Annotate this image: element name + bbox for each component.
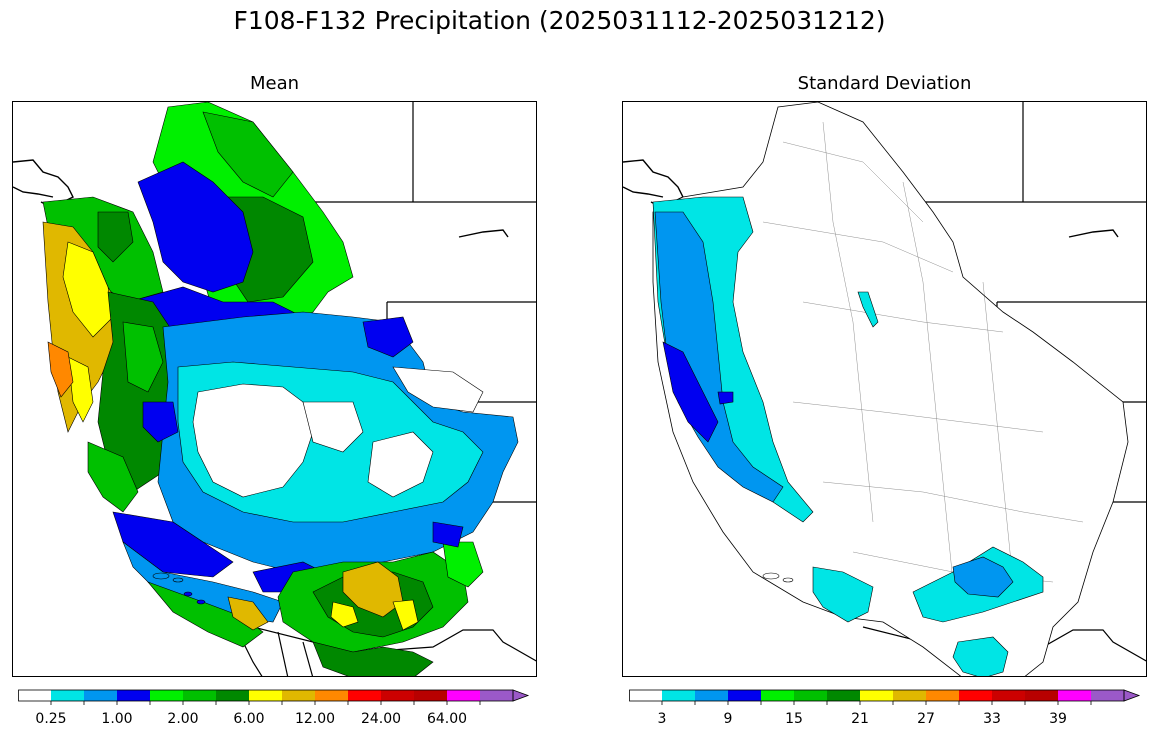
mean-colorbar-swatch xyxy=(414,690,448,701)
stddev-colorbar-extend-arrow xyxy=(1123,689,1141,702)
stddev-colorbar-swatch xyxy=(959,690,993,701)
mean-colorbar-swatch xyxy=(447,690,481,701)
mean-colorbar-swatch xyxy=(216,690,250,701)
mean-colorbar-tick-label: 6.00 xyxy=(233,711,265,727)
basin-domain xyxy=(652,102,1129,676)
mean-colorbar-tick-label: 64.00 xyxy=(426,711,468,727)
mean-colorbar-tick-label: 12.00 xyxy=(294,711,336,727)
stddev-colorbar-swatch xyxy=(1058,690,1092,701)
stddev-colorbar-swatch xyxy=(827,690,861,701)
mean-panel-title: Mean xyxy=(249,73,300,94)
mean-colorbar-swatch xyxy=(150,690,184,701)
stddev-panel-title: Standard Deviation xyxy=(797,73,972,94)
mean-colorbar-svg xyxy=(18,689,530,705)
stddev-colorbar-tick-label: 21 xyxy=(851,711,869,727)
mean-colorbar-swatch xyxy=(381,690,415,701)
stddev-colorbar-swatch xyxy=(926,690,960,701)
stddev-colorbar-swatch xyxy=(893,690,927,701)
mean-colorbar-swatch xyxy=(117,690,151,701)
stddev-colorbar-swatch xyxy=(860,690,894,701)
mean-colorbar: 0.25 1.00 2.00 6.00 12.00 24.00 64.00 xyxy=(18,689,538,739)
mean-map-svg xyxy=(13,102,536,676)
basin-grid xyxy=(762,121,1084,583)
stddev-colorbar-tick-label: 39 xyxy=(1049,711,1067,727)
stddev-colorbar: 3 9 15 21 27 33 39 xyxy=(629,689,1149,739)
mean-colorbar-swatch xyxy=(18,690,52,701)
stddev-colorbar-swatch xyxy=(992,690,1026,701)
mean-colorbar-tick-label: 1.00 xyxy=(101,711,133,727)
mean-colorbar-border xyxy=(18,689,514,702)
mean-colorbar-tick-label: 0.25 xyxy=(35,711,67,727)
figure-title: F108-F132 Precipitation (2025031112-2025… xyxy=(233,6,886,35)
stddev-colorbar-tick-label: 15 xyxy=(785,711,803,727)
stddev-colorbar-swatch xyxy=(695,690,729,701)
stddev-colorbar-swatch xyxy=(629,690,663,701)
stddev-colorbar-swatch xyxy=(1025,690,1059,701)
mean-colorbar-swatch xyxy=(183,690,217,701)
mean-basins xyxy=(42,102,519,676)
stddev-colorbar-swatch xyxy=(794,690,828,701)
stddev-colorbar-swatch xyxy=(1091,690,1125,701)
stddev-colorbar-tick-label: 9 xyxy=(723,711,733,727)
stddev-colorbar-border xyxy=(629,689,1125,702)
stddev-colorbar-tick-label: 27 xyxy=(917,711,935,727)
stddev-precipitation-map xyxy=(622,101,1147,677)
mean-colorbar-tick-label: 2.00 xyxy=(167,711,199,727)
mean-colorbar-swatch xyxy=(84,690,118,701)
stddev-colorbar-svg xyxy=(629,689,1141,705)
stddev-colorbar-swatch xyxy=(761,690,795,701)
mean-colorbar-swatch xyxy=(480,690,514,701)
mean-colorbar-tick-label: 24.00 xyxy=(360,711,402,727)
stddev-colorbar-tick-label: 3 xyxy=(657,711,667,727)
stddev-colorbar-tick-label: 33 xyxy=(983,711,1001,727)
mean-precipitation-map xyxy=(12,101,537,677)
mean-colorbar-swatch xyxy=(315,690,349,701)
stddev-map-svg xyxy=(623,102,1146,676)
mean-colorbar-swatch xyxy=(51,690,85,701)
stddev-colorbar-swatch xyxy=(662,690,696,701)
mean-colorbar-swatch xyxy=(282,690,316,701)
stddev-colorbar-swatch xyxy=(728,690,762,701)
mean-colorbar-extend-arrow xyxy=(512,689,530,702)
stddev-basins xyxy=(652,196,1044,676)
mean-colorbar-swatch xyxy=(249,690,283,701)
mean-colorbar-swatch xyxy=(348,690,382,701)
